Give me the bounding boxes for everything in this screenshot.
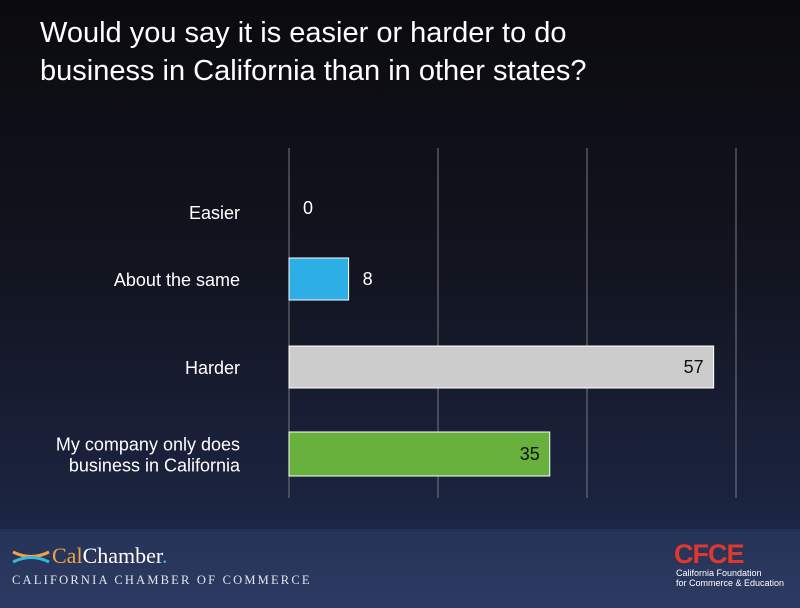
category-label-1-line-0: About the same [114,270,240,290]
calchamber-name-dot: . [162,543,168,568]
chart-title-line-2: business in California than in other sta… [40,55,587,87]
calchamber-logo: CalChamber. [12,542,272,572]
value-label-0: 0 [303,198,313,218]
category-label-2-line-0: Harder [185,358,240,378]
chart-title: Would you say it is easier or harder to … [40,14,780,90]
calchamber-name-chamber: Chamber [82,543,162,568]
bar-1 [288,257,350,301]
cfce-logo: CFCE California Foundation for Commerce … [668,540,793,600]
category-label-0: Easier [189,203,240,223]
cfce-line-1: California Foundation [676,568,762,578]
category-label-3: My company only does business in Californ… [56,435,241,476]
chart-title-line-1: Would you say it is easier or harder to … [40,17,567,49]
calchamber-name-cal: Cal [52,543,83,568]
category-label-2: Harder [185,358,240,378]
footer-band [0,529,800,608]
value-label-1: 8 [363,269,373,289]
bar-2 [288,345,715,389]
category-label-1: About the same [114,270,240,290]
cfce-mark: CFCE [674,539,745,569]
bar-3 [288,431,551,477]
category-label-3-line-1: business in California [69,456,241,476]
category-label-3-line-0: My company only does [56,435,240,455]
calchamber-subtitle: CALIFORNIA CHAMBER OF COMMERCE [12,573,312,587]
value-label-2: 57 [684,357,704,377]
calchamber-swoosh-icon [12,550,50,564]
bar-chart: 0 Easier 8 About the same 57 Harder 35 My compa… [56,148,737,498]
cfce-line-2: for Commerce & Education [676,578,785,588]
value-label-3: 35 [520,444,540,464]
category-label-0-line-0: Easier [189,203,240,223]
calchamber-name: CalChamber. [52,543,168,569]
